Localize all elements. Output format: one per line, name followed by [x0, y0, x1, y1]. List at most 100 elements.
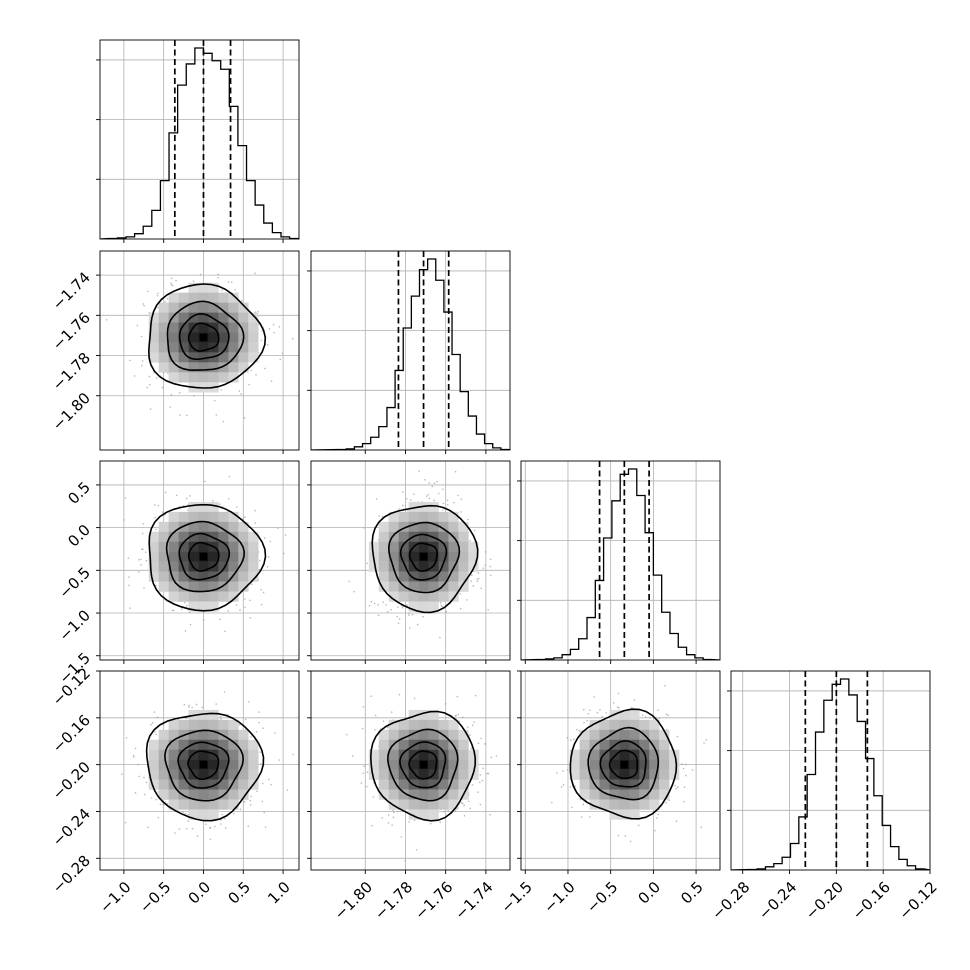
- scatter-point: [249, 799, 251, 802]
- scatter-point: [149, 408, 152, 410]
- density-cell: [418, 541, 429, 552]
- density-cell: [659, 789, 670, 800]
- scatter-point: [461, 802, 464, 805]
- scatter-point: [560, 786, 563, 788]
- scatter-point: [424, 478, 426, 481]
- scatter-point: [235, 604, 238, 606]
- scatter-point: [270, 380, 273, 383]
- density-cell: [198, 561, 209, 572]
- density-cell: [619, 779, 630, 790]
- y-tick-label: −1.0: [56, 606, 94, 644]
- scatter-point: [677, 786, 679, 789]
- scatter-point: [136, 324, 139, 327]
- density-cell: [659, 779, 670, 790]
- density-cell: [228, 561, 239, 572]
- density-cell: [458, 759, 469, 770]
- scatter-point: [262, 782, 264, 785]
- scatter-point: [589, 816, 591, 818]
- scatter-point: [409, 499, 412, 501]
- scatter-point: [390, 608, 392, 611]
- scatter-point: [566, 769, 569, 771]
- density-cell: [418, 709, 429, 721]
- density-cell: [418, 739, 429, 751]
- density-cell: [629, 709, 640, 721]
- scatter-point: [134, 792, 137, 794]
- scatter-point: [274, 732, 276, 734]
- scatter-point: [228, 475, 231, 478]
- density-cell: [178, 749, 189, 760]
- scatter-point: [382, 720, 385, 723]
- scatter-point: [484, 564, 487, 566]
- y-tick-label: −0.16: [49, 711, 94, 756]
- x-tick-label: −1.76: [411, 878, 456, 923]
- scatter-point: [256, 790, 258, 793]
- density-cell: [368, 769, 380, 780]
- panel-content: [100, 40, 299, 239]
- scatter-point: [463, 814, 466, 817]
- scatter-point: [259, 751, 262, 754]
- density-cell: [238, 571, 249, 582]
- density-cell: [609, 719, 620, 731]
- scatter-point: [262, 727, 264, 730]
- scatter-point: [191, 706, 193, 709]
- scatter-point: [586, 719, 588, 722]
- scatter-point: [250, 583, 253, 586]
- scatter-point: [185, 827, 188, 830]
- density-cell: [168, 312, 179, 323]
- density-cell: [198, 362, 209, 373]
- scatter-point: [456, 695, 459, 698]
- density-cell: [198, 312, 209, 323]
- density-cell: [168, 571, 179, 582]
- density-cell: [188, 729, 199, 741]
- density-cell: [448, 799, 459, 810]
- density-cell: [198, 302, 209, 313]
- density-cell: [198, 521, 209, 533]
- density-cell: [649, 799, 660, 810]
- scatter-point: [219, 503, 221, 505]
- density-cell: [418, 581, 429, 592]
- scatter-point: [470, 574, 473, 577]
- x-tick-label: −1.0: [96, 878, 134, 916]
- scatter-point: [345, 733, 348, 736]
- scatter-point: [439, 636, 441, 639]
- scatter-point: [413, 819, 416, 821]
- scatter-point: [372, 796, 375, 798]
- density-cell: [398, 719, 409, 731]
- density-cell: [218, 571, 229, 582]
- contour-level-2: [599, 740, 647, 788]
- contour-level-3: [608, 749, 638, 780]
- scatter-point: [224, 630, 226, 632]
- contour-level-0: [148, 503, 267, 612]
- scatter-point: [668, 799, 670, 802]
- density-cell: [639, 779, 650, 790]
- histogram-step: [311, 258, 510, 450]
- scatter-point: [221, 813, 223, 816]
- contour-level-3: [408, 542, 438, 573]
- scatter-point: [148, 375, 151, 378]
- density-cell: [599, 789, 610, 800]
- density-cell: [418, 601, 429, 612]
- density-cell: [398, 551, 409, 562]
- panel-frame: [730, 670, 931, 871]
- density-cell: [158, 322, 169, 333]
- density-cell: [188, 759, 199, 770]
- scatter-point: [471, 784, 474, 786]
- density-cell: [388, 779, 399, 790]
- density-cell: [208, 591, 219, 602]
- density-cell: [619, 799, 630, 810]
- scatter-point: [474, 694, 477, 697]
- density-cell: [228, 571, 239, 582]
- scatter-point: [195, 703, 198, 706]
- scatter-point: [362, 772, 365, 775]
- contour-level-3: [408, 750, 438, 780]
- scatter-point: [249, 599, 251, 602]
- density-cell: [178, 372, 189, 383]
- contour-level-0: [369, 710, 476, 822]
- scatter-point: [141, 532, 144, 535]
- density-cell: [238, 302, 249, 313]
- contour-level-2: [178, 312, 230, 361]
- scatter-point: [199, 273, 202, 276]
- density-cell: [228, 779, 239, 790]
- density-cell: [609, 749, 620, 760]
- density-cell: [458, 571, 469, 582]
